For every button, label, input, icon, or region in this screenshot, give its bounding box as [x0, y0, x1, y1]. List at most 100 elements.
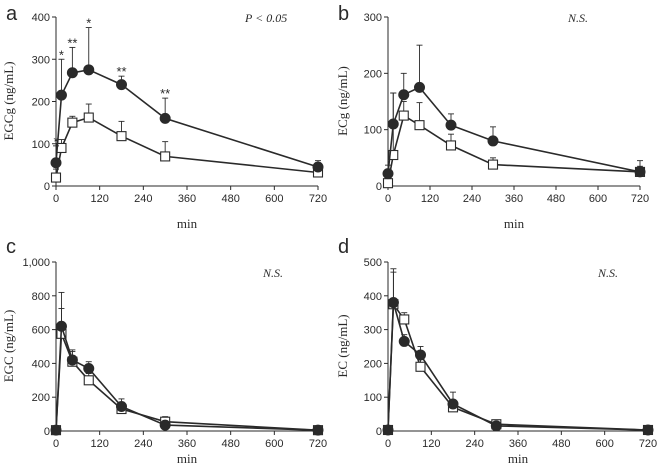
panel-b-circle-series-point [414, 81, 425, 93]
panel-a-circle-series-point [50, 157, 62, 169]
panel-b-x-tick-label: 0 [385, 193, 391, 205]
panel-b-x-tick-label: 480 [547, 193, 565, 205]
panel-d-x-tick-label: 360 [509, 438, 527, 450]
panel-a-square-series-line [55, 116, 319, 178]
panel-b-square-series-point [398, 110, 409, 121]
panel-c: c EGC (ng/mL) min N.S. 0 200 400 600 800 1,00… [1, 236, 327, 466]
panel-a-y-tick-label: 100 [32, 139, 50, 151]
panel-c-y-tick-label: 400 [32, 358, 50, 370]
panel-a-significance-star: * [53, 134, 58, 149]
panel-a-circle-series-point [116, 79, 127, 91]
panel-a-significance-star: ** [160, 86, 170, 101]
panel-d-circle-series-point [642, 424, 654, 436]
panel-b-circle-series-point [445, 119, 457, 131]
panel-a-x-axis-title: min [177, 216, 198, 231]
panel-c-y-tick-label: 600 [32, 325, 50, 337]
panel-b-circle-series-point [634, 166, 646, 178]
panel-a-square-series-point [67, 117, 78, 128]
panel-a-x-tick-label: 600 [265, 193, 283, 205]
panel-a-square-series-point [116, 131, 127, 142]
panel-a-significance-star: ** [116, 64, 126, 79]
panel-d-y-tick-label: 200 [364, 358, 382, 370]
panel-b-square-series-point [388, 149, 399, 161]
panel-a-letter: a [6, 3, 18, 25]
panel-b-significance-note: N.S. [567, 11, 588, 25]
panel-d-square-series-line [387, 301, 649, 431]
panel-b-square-series-line [387, 114, 641, 184]
panel-c-x-tick-label: 600 [265, 438, 283, 450]
panel-c-circle-series-point [50, 424, 62, 436]
panel-c-circle-series-point [55, 320, 67, 332]
panel-c-letter: c [6, 236, 16, 258]
panel-b-x-axis-title: min [504, 216, 525, 231]
panel-a-y-tick-label: 200 [32, 97, 50, 109]
panel-c-x-tick-label: 480 [221, 438, 239, 450]
panel-d-y-tick-label: 500 [364, 257, 382, 269]
panel-a-circle-series-point [66, 67, 78, 79]
panel-d-letter: d [338, 236, 349, 258]
panel-b-x-tick-label: 120 [421, 193, 439, 205]
panel-a-circle-series-point [83, 64, 95, 76]
panel-c-circle-series-point [66, 354, 78, 366]
panel-a-significance-star: * [59, 47, 64, 62]
panel-d-x-tick-label: 720 [639, 438, 657, 450]
panel-b-circle-series-point [398, 89, 410, 101]
panel-c-x-tick-label: 0 [53, 438, 59, 450]
panel-d-y-axis-title: EC (ng/mL) [335, 314, 350, 377]
panel-d-circle-series-point [398, 335, 410, 347]
panel-b-y-axis-title: ECg (ng/mL) [335, 66, 350, 136]
panel-d-square-series-point [399, 314, 410, 325]
panel-a-x-tick-label: 0 [53, 193, 59, 205]
panel-a-significance-star: ** [67, 35, 77, 50]
panel-b-x-tick-label: 240 [463, 193, 481, 205]
panel-b-y-tick-label: 300 [364, 12, 382, 24]
panel-d-circle-series-point [415, 349, 426, 361]
panel-b-circle-series-point [487, 135, 499, 147]
panel-b-circle-series-point [382, 168, 394, 180]
panel-d-y-tick-label: 100 [364, 392, 382, 404]
panel-c-y-axis-title: EGC (ng/mL) [1, 310, 16, 383]
panel-d: d EC (ng/mL) min N.S. 0 100 200 300 400 500 0 1… [335, 236, 657, 466]
panel-b-y-tick-label: 200 [364, 68, 382, 80]
panel-b-circle-series-point [387, 118, 399, 130]
panel-d-x-tick-label: 240 [465, 438, 483, 450]
panel-c-circle-series-point [159, 419, 171, 431]
panel-d-y-tick-label: 300 [364, 325, 382, 337]
panel-c-x-axis-title: min [177, 451, 198, 466]
panel-c-circle-series-point [312, 424, 324, 436]
panel-d-x-tick-label: 0 [385, 438, 391, 450]
panel-c-x-tick-label: 240 [134, 438, 152, 450]
panel-a-y-axis-title: EGCg (ng/mL) [1, 61, 16, 140]
panel-d-significance-note: N.S. [597, 266, 618, 280]
panel-c-x-tick-label: 360 [178, 438, 196, 450]
panel-c-y-tick-label: 0 [44, 426, 50, 438]
panel-d-circle-series-point [387, 297, 399, 309]
panel-d-circle-series-point [382, 424, 394, 436]
panel-a-square-series-point [160, 151, 171, 162]
panel-b-square-series-point [487, 159, 499, 170]
panel-c-x-tick-label: 720 [309, 438, 327, 450]
panel-c-square-series-line [55, 333, 319, 431]
panel-d-x-axis-title: min [508, 451, 529, 466]
panel-a-x-tick-label: 360 [178, 193, 196, 205]
panel-d-square-series-point [415, 361, 426, 372]
panel-d-y-tick-label: 400 [364, 291, 382, 303]
panel-c-circle-series-point [116, 400, 127, 412]
panel-a-x-tick-label: 240 [134, 193, 152, 205]
panel-a-square-series-point [83, 112, 94, 123]
panel-b-square-series-point [414, 120, 425, 131]
panel-a-significance-note: P < 0.05 [244, 11, 287, 25]
panel-a-square-series-point [50, 172, 62, 183]
panel-a-x-tick-label: 120 [90, 193, 108, 205]
panel-a-significance-star: * [86, 16, 91, 31]
panel-c-x-tick-label: 120 [90, 438, 108, 450]
panel-d-x-tick-label: 120 [422, 438, 440, 450]
panel-c-square-series-point [83, 375, 94, 386]
panel-a-circle-series-point [55, 89, 67, 101]
panel-d-circle-series-point [447, 398, 459, 410]
panel-a-circle-series-line [55, 68, 319, 168]
panel-c-circle-series-point [83, 362, 95, 374]
panel-a-x-tick-label: 720 [309, 193, 327, 205]
panel-b-square-series-point [382, 178, 394, 189]
